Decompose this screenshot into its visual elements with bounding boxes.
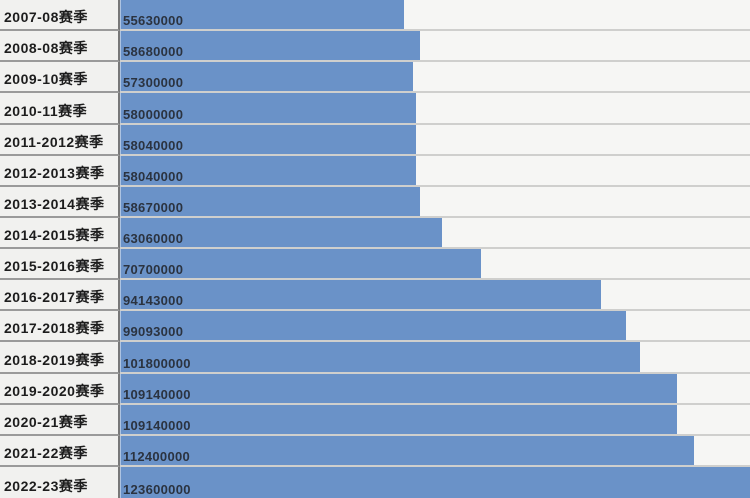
season-label: 2018-2019赛季 [0,342,120,374]
chart-row: 2008-08赛季 58680000 [0,31,750,63]
season-label: 2019-2020赛季 [0,373,120,405]
bar-track: 63060000 [120,217,750,249]
season-label: 2011-2012赛季 [0,124,120,156]
value-label: 109140000 [123,386,191,402]
season-label: 2016-2017赛季 [0,280,120,312]
value-bar: 123600000 [120,466,750,498]
value-label: 123600000 [123,482,191,497]
chart-row: 2022-23赛季 123600000 [0,466,750,498]
season-label: 2022-23赛季 [0,466,120,498]
chart-row: 2018-2019赛季 101800000 [0,342,750,374]
season-label: 2014-2015赛季 [0,217,120,249]
chart-row: 2014-2015赛季 63060000 [0,217,750,249]
bar-track: 112400000 [120,435,750,467]
value-label: 94143000 [123,293,184,309]
value-label: 63060000 [123,231,184,246]
bar-track: 58040000 [120,124,750,156]
bar-track: 94143000 [120,280,750,312]
bar-track: 58040000 [120,155,750,187]
season-label: 2007-08赛季 [0,0,120,32]
value-bar: 57300000 [120,62,413,92]
chart-row: 2016-2017赛季 94143000 [0,280,750,312]
value-bar: 58670000 [120,186,420,216]
value-label: 58040000 [123,137,184,153]
chart-row: 2011-2012赛季 58040000 [0,124,750,156]
chart-row: 2013-2014赛季 58670000 [0,186,750,218]
value-bar: 58040000 [120,155,417,185]
value-bar: 70700000 [120,249,481,279]
value-label: 99093000 [123,324,184,340]
chart-row: 2020-21赛季 109140000 [0,404,750,436]
bar-track: 57300000 [120,62,750,94]
value-bar: 99093000 [120,311,626,341]
chart-row: 2012-2013赛季 58040000 [0,155,750,187]
value-bar: 58680000 [120,31,420,61]
value-bar: 55630000 [120,0,404,30]
bar-track: 58670000 [120,186,750,218]
season-label: 2020-21赛季 [0,404,120,436]
bar-track: 123600000 [120,466,750,498]
value-bar: 109140000 [120,373,678,403]
chart-row: 2017-2018赛季 99093000 [0,311,750,343]
bar-track: 109140000 [120,373,750,405]
value-label: 57300000 [123,75,184,91]
value-label: 58670000 [123,199,184,215]
value-label: 109140000 [123,417,191,433]
bar-track: 101800000 [120,342,750,374]
season-label: 2010-11赛季 [0,93,120,125]
bar-track: 99093000 [120,311,750,343]
value-bar: 109140000 [120,404,678,434]
value-bar: 94143000 [120,280,601,310]
bar-track: 58000000 [120,93,750,125]
value-label: 112400000 [123,448,191,464]
bar-track: 109140000 [120,404,750,436]
value-label: 58040000 [123,168,184,184]
value-bar: 58000000 [120,93,416,123]
chart-row: 2015-2016赛季 70700000 [0,249,750,281]
value-label: 70700000 [123,262,184,278]
chart-row: 2009-10赛季 57300000 [0,62,750,94]
value-bar: 101800000 [120,342,640,372]
chart-row: 2010-11赛季 58000000 [0,93,750,125]
value-label: 101800000 [123,355,191,371]
chart-row: 2021-22赛季 112400000 [0,435,750,467]
season-label: 2017-2018赛季 [0,311,120,343]
season-label: 2008-08赛季 [0,31,120,63]
bar-track: 58680000 [120,31,750,63]
bar-track: 55630000 [120,0,750,32]
value-bar: 112400000 [120,435,694,465]
season-label: 2013-2014赛季 [0,186,120,218]
season-label: 2015-2016赛季 [0,249,120,281]
value-label: 58680000 [123,44,184,60]
value-bar: 63060000 [120,217,442,247]
season-label: 2009-10赛季 [0,62,120,94]
season-label: 2012-2013赛季 [0,155,120,187]
value-label: 55630000 [123,13,184,29]
value-bar: 58040000 [120,124,417,154]
chart-row: 2019-2020赛季 109140000 [0,373,750,405]
value-label: 58000000 [123,106,184,122]
chart-row: 2007-08赛季 55630000 [0,0,750,32]
bar-track: 70700000 [120,249,750,281]
season-label: 2021-22赛季 [0,435,120,467]
